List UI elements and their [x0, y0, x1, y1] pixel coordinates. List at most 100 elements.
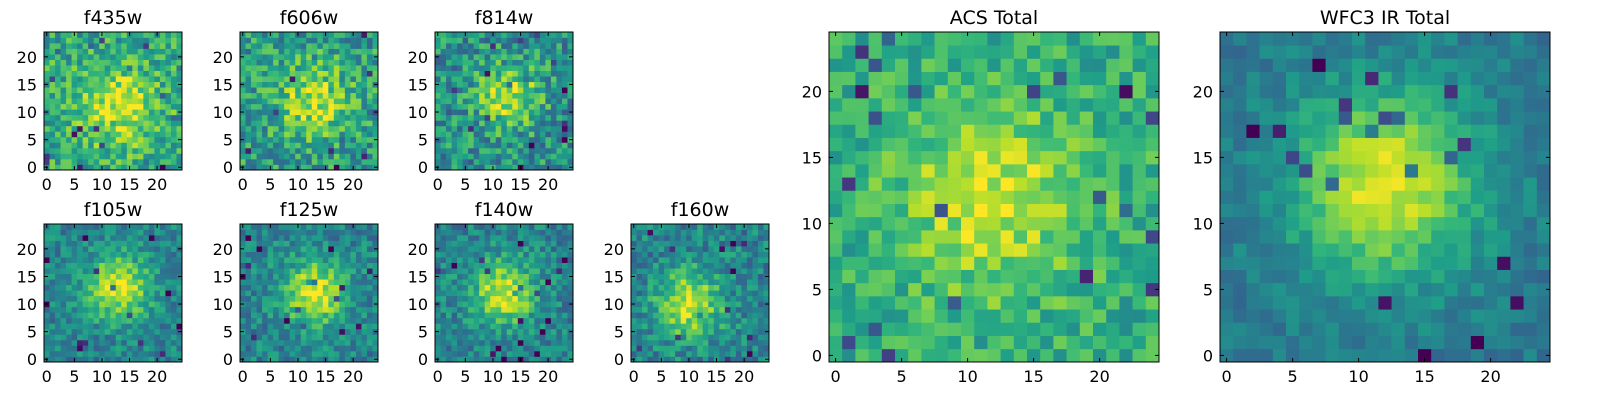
- heatmap-cell: [55, 295, 61, 302]
- heatmap-cell: [484, 98, 491, 105]
- heatmap-cell: [333, 98, 340, 105]
- heatmap-cell: [300, 224, 307, 230]
- heatmap-cell: [132, 273, 139, 280]
- heatmap-cell: [746, 251, 753, 258]
- heatmap-cell: [284, 334, 291, 341]
- heatmap-cell: [545, 229, 552, 236]
- heatmap-cell: [165, 32, 172, 38]
- heatmap-cell: [60, 224, 67, 230]
- heatmap-cell: [317, 240, 324, 247]
- heatmap-cell: [306, 147, 313, 154]
- heatmap-cell: [350, 334, 357, 341]
- heatmap-cell: [278, 262, 285, 269]
- heatmap-cell: [567, 317, 574, 324]
- heatmap-cell: [691, 290, 698, 297]
- heatmap-cell: [137, 43, 144, 49]
- heatmap-cells: [44, 32, 183, 171]
- heatmap-cell: [528, 114, 535, 121]
- heatmap-cell: [561, 262, 568, 269]
- heatmap-cell: [137, 70, 144, 77]
- heatmap-cell: [93, 120, 100, 127]
- heatmap-cell: [361, 43, 368, 49]
- heatmap-cell: [473, 65, 480, 71]
- heatmap-cell: [829, 243, 843, 257]
- heatmap-cell: [262, 164, 268, 171]
- heatmap-cell: [295, 59, 302, 66]
- heatmap-cell: [713, 323, 720, 330]
- heatmap-cell: [306, 114, 313, 121]
- heatmap-cell: [490, 295, 497, 302]
- heatmap-cell: [350, 103, 357, 110]
- heatmap-cell: [908, 322, 922, 336]
- heatmap-cell: [165, 98, 172, 105]
- heatmap-cell: [479, 273, 486, 280]
- heatmap-cell: [457, 54, 463, 60]
- heatmap-cell: [517, 158, 524, 165]
- heatmap-cell: [289, 120, 296, 127]
- heatmap-cell: [355, 262, 362, 269]
- heatmap-cell: [262, 70, 268, 77]
- heatmap-cell: [550, 262, 557, 269]
- heatmap-cell: [561, 37, 568, 44]
- heatmap-cell: [60, 98, 67, 105]
- heatmap-cell: [366, 65, 373, 71]
- heatmap-cell: [446, 345, 452, 352]
- heatmap-cell: [473, 37, 480, 44]
- heatmap-cell: [154, 136, 161, 143]
- heatmap-cell: [561, 87, 568, 94]
- heatmap-cell: [881, 348, 896, 363]
- heatmap-cell: [451, 136, 458, 143]
- axes-frame: [630, 223, 770, 363]
- heatmap-cell: [300, 76, 307, 83]
- heatmap-cell: [88, 147, 95, 154]
- heatmap-cell: [545, 323, 552, 330]
- heatmap-cell: [273, 229, 279, 236]
- heatmap-cell: [344, 48, 351, 55]
- heatmap-cell: [495, 76, 502, 83]
- heatmap-cell: [278, 290, 285, 297]
- heatmap-cell: [333, 125, 340, 132]
- heatmap-cell: [440, 81, 447, 88]
- heatmap-cell: [306, 81, 313, 88]
- heatmap-cell: [669, 235, 676, 241]
- heatmap-cell: [350, 131, 357, 138]
- y-tick-label: 20: [213, 240, 233, 259]
- heatmap-cell: [468, 54, 474, 60]
- heatmap-cell: [104, 37, 111, 44]
- heatmap-cell: [1079, 243, 1094, 257]
- heatmap-cell: [154, 109, 161, 116]
- heatmap-cell: [176, 229, 183, 236]
- heatmap-cell: [262, 103, 268, 110]
- heatmap-cell: [697, 246, 704, 252]
- heatmap-cell: [240, 114, 246, 121]
- heatmap-cell: [333, 356, 340, 363]
- heatmap-cell: [137, 59, 144, 66]
- heatmap-cell: [88, 323, 95, 330]
- heatmap-cell: [653, 339, 659, 346]
- heatmap-cell: [165, 350, 172, 357]
- heatmap-cell: [468, 262, 474, 269]
- heatmap-cell: [746, 268, 753, 275]
- heatmap-cell: [479, 334, 486, 341]
- heatmap-cell: [462, 65, 469, 71]
- heatmap-cell: [473, 32, 480, 38]
- heatmap-cell: [240, 98, 246, 105]
- heatmap-cell: [484, 147, 491, 154]
- heatmap-cell: [987, 296, 1001, 310]
- heatmap-cell: [339, 279, 346, 286]
- heatmap-cell: [137, 153, 144, 160]
- heatmap-cell: [176, 114, 183, 121]
- heatmap-cell: [735, 268, 742, 275]
- heatmap-cell: [77, 136, 83, 143]
- heatmap-cell: [60, 125, 67, 132]
- heatmap-cell: [88, 136, 95, 143]
- heatmap-cell: [501, 350, 508, 357]
- heatmap-cell: [1013, 164, 1028, 178]
- heatmap-cell: [372, 306, 379, 313]
- heatmap-cell: [284, 164, 291, 171]
- heatmap-cell: [647, 262, 654, 269]
- heatmap-cell: [446, 65, 452, 71]
- heatmap-cell: [495, 356, 502, 363]
- heatmap-cell: [534, 109, 541, 116]
- heatmap-cell: [881, 296, 896, 310]
